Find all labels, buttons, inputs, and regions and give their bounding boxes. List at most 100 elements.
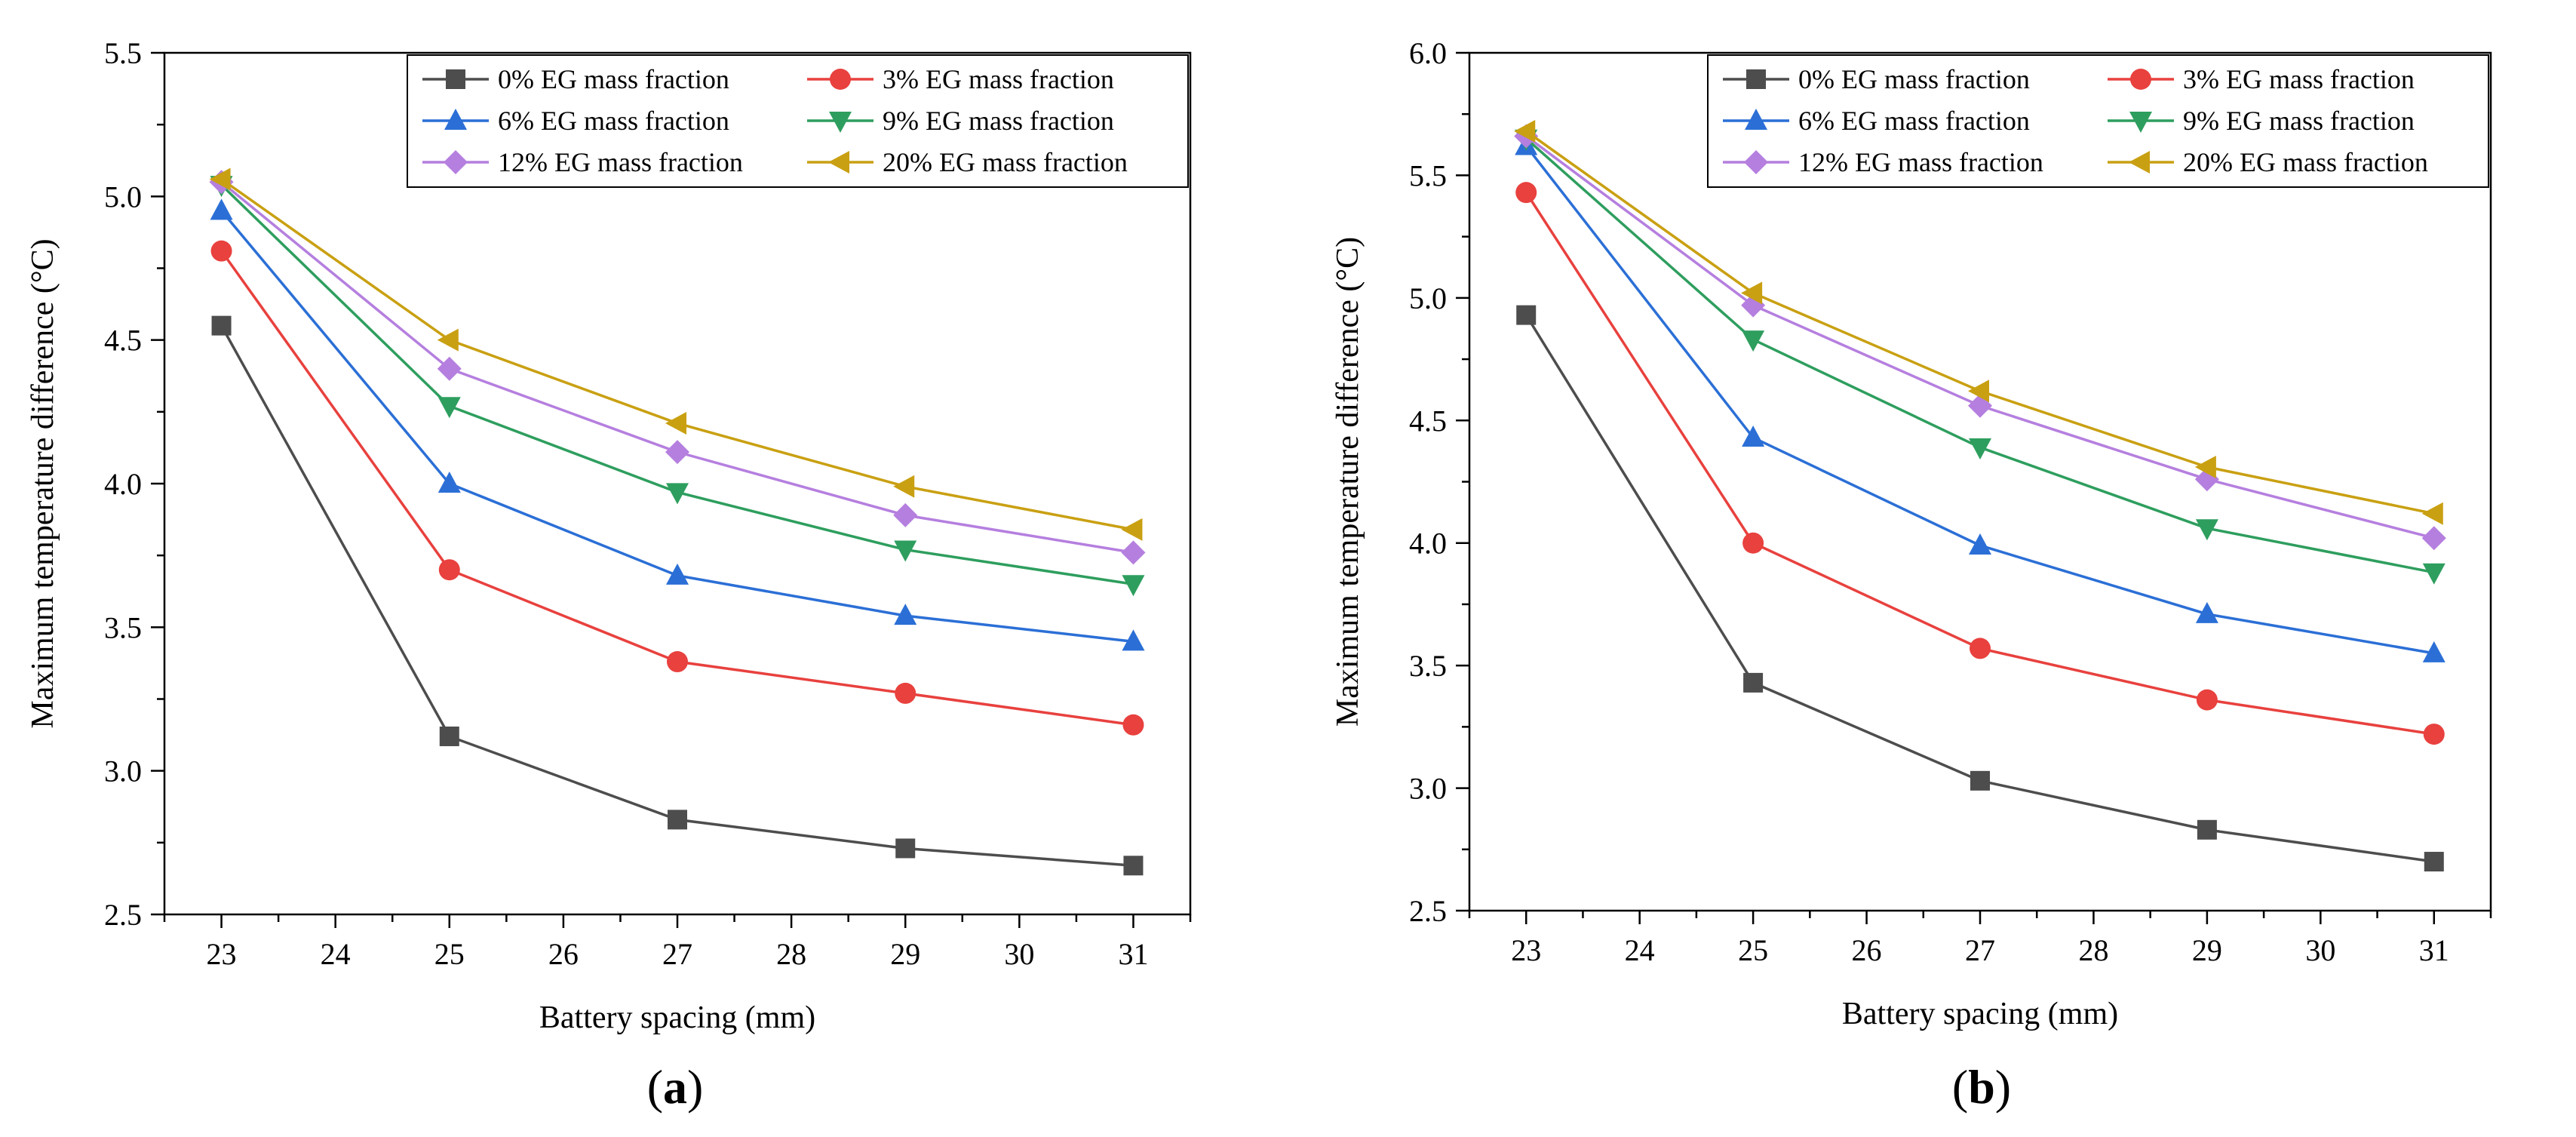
legend-label: 20% EG mass fraction (883, 147, 1128, 177)
data-point (437, 328, 459, 352)
x-tick-label: 23 (1511, 933, 1541, 967)
data-point (1969, 533, 1991, 555)
legend-label: 9% EG mass fraction (2183, 106, 2415, 136)
series-line-3 (1525, 137, 2435, 574)
data-point (665, 412, 686, 435)
y-tick-label: 4.0 (1409, 527, 1447, 561)
legend-entry: 9% EG mass fraction (807, 106, 1114, 136)
data-point (665, 440, 689, 465)
y-tick-label: 4.5 (104, 324, 142, 358)
legend-label: 12% EG mass fraction (498, 147, 743, 177)
x-tick-label: 28 (776, 937, 806, 971)
data-point (2424, 852, 2444, 872)
data-point (1742, 330, 1765, 352)
y-tick-label: 3.5 (104, 610, 142, 644)
data-point (2422, 563, 2446, 585)
legend-label: 0% EG mass fraction (498, 64, 729, 94)
y-tick-label: 5.0 (104, 180, 142, 214)
legend-entry: 3% EG mass fraction (2108, 64, 2415, 94)
data-point (894, 604, 917, 625)
x-tick-label: 26 (1852, 933, 1882, 967)
legend-entry: 9% EG mass fraction (2108, 106, 2415, 136)
legend-marker (828, 151, 849, 174)
legend-label: 12% EG mass fraction (1798, 147, 2043, 177)
x-tick-label: 24 (321, 937, 351, 971)
data-point (895, 838, 916, 859)
x-tick-label: 27 (662, 937, 692, 971)
x-tick-label: 28 (2078, 933, 2108, 967)
data-point (2194, 456, 2216, 479)
legend-entry: 6% EG mass fraction (1723, 106, 2030, 136)
x-tick-label: 29 (890, 937, 920, 971)
panel-label: (b) (1952, 1060, 2011, 1114)
legend: 0% EG mass fraction 3% EG mass fraction 6%… (407, 54, 1189, 188)
x-tick-label: 27 (1965, 933, 1995, 967)
data-point (2197, 819, 2217, 840)
data-point (2196, 689, 2218, 711)
y-tick-label: 2.5 (1409, 894, 1447, 928)
data-point (438, 559, 460, 581)
legend-label: 0% EG mass fraction (1798, 64, 2030, 94)
data-point (1122, 575, 1145, 597)
data-point (211, 315, 232, 336)
legend-label: 6% EG mass fraction (498, 106, 729, 136)
legend-marker (444, 109, 467, 130)
x-tick-label: 23 (207, 937, 237, 971)
data-point (1514, 119, 1536, 143)
legend-entry: 6% EG mass fraction (422, 106, 729, 136)
data-point (1969, 438, 1991, 460)
legend-box (407, 54, 1189, 188)
data-point (666, 483, 689, 505)
y-axis-title: Maximum temperature difference (°C) (26, 238, 60, 728)
data-point (1970, 638, 1991, 659)
y-tick-label: 5.5 (104, 36, 142, 70)
legend-marker (2130, 69, 2151, 90)
data-point (667, 651, 688, 673)
data-point (2421, 526, 2446, 551)
series-line-4 (1525, 135, 2435, 539)
legend-entry: 20% EG mass fraction (807, 147, 1128, 177)
legend-label: 3% EG mass fraction (883, 64, 1114, 94)
data-point (668, 810, 687, 830)
data-point (210, 198, 233, 220)
series-line-3 (220, 183, 1134, 585)
legend: 0% EG mass fraction 3% EG mass fraction 6%… (1707, 54, 2489, 188)
chart-panel-b: 23 24 25 26 27 28 29 30 31 2.5 3.0 3.5 4.0 4.5 5.0 5.5 6… (1331, 36, 2492, 1114)
legend-entry: 0% EG mass fraction (422, 64, 729, 94)
data-point (1970, 770, 1990, 791)
legend-marker (2129, 151, 2150, 174)
legend-entry: 12% EG mass fraction (1723, 147, 2043, 177)
y-tick-label: 3.0 (104, 754, 142, 788)
x-axis-title: Battery spacing (mm) (539, 1000, 815, 1035)
legend-entry: 20% EG mass fraction (2108, 147, 2428, 177)
legend-marker (1746, 69, 1766, 89)
data-point (2195, 519, 2218, 541)
x-tick-label: 30 (2305, 933, 2335, 967)
data-point (1743, 672, 1764, 693)
data-point (2423, 724, 2445, 745)
legend-entry: 0% EG mass fraction (1723, 64, 2030, 94)
legend-box (1707, 54, 2489, 188)
legend-marker (446, 69, 465, 89)
y-tick-label: 4.5 (1409, 404, 1447, 438)
data-point (439, 726, 459, 746)
y-tick-label: 2.5 (104, 898, 142, 932)
x-tick-label: 31 (2419, 933, 2449, 967)
data-point (438, 472, 461, 493)
x-tick-label: 25 (1738, 933, 1768, 967)
data-point (1121, 518, 1143, 541)
data-point (1121, 540, 1146, 565)
data-point (210, 240, 232, 262)
legend-entry: 3% EG mass fraction (807, 64, 1114, 94)
legend-label: 9% EG mass fraction (883, 106, 1114, 136)
data-point (893, 502, 918, 527)
data-point (1515, 182, 1537, 204)
data-point (1516, 305, 1537, 325)
y-tick-label: 3.0 (1409, 772, 1447, 806)
x-tick-label: 24 (1625, 933, 1655, 967)
legend-label: 20% EG mass fraction (2183, 147, 2428, 177)
data-point (1742, 532, 1764, 554)
y-tick-label: 6.0 (1409, 36, 1447, 70)
legend-label: 3% EG mass fraction (2183, 64, 2415, 94)
legend-marker (829, 112, 852, 133)
